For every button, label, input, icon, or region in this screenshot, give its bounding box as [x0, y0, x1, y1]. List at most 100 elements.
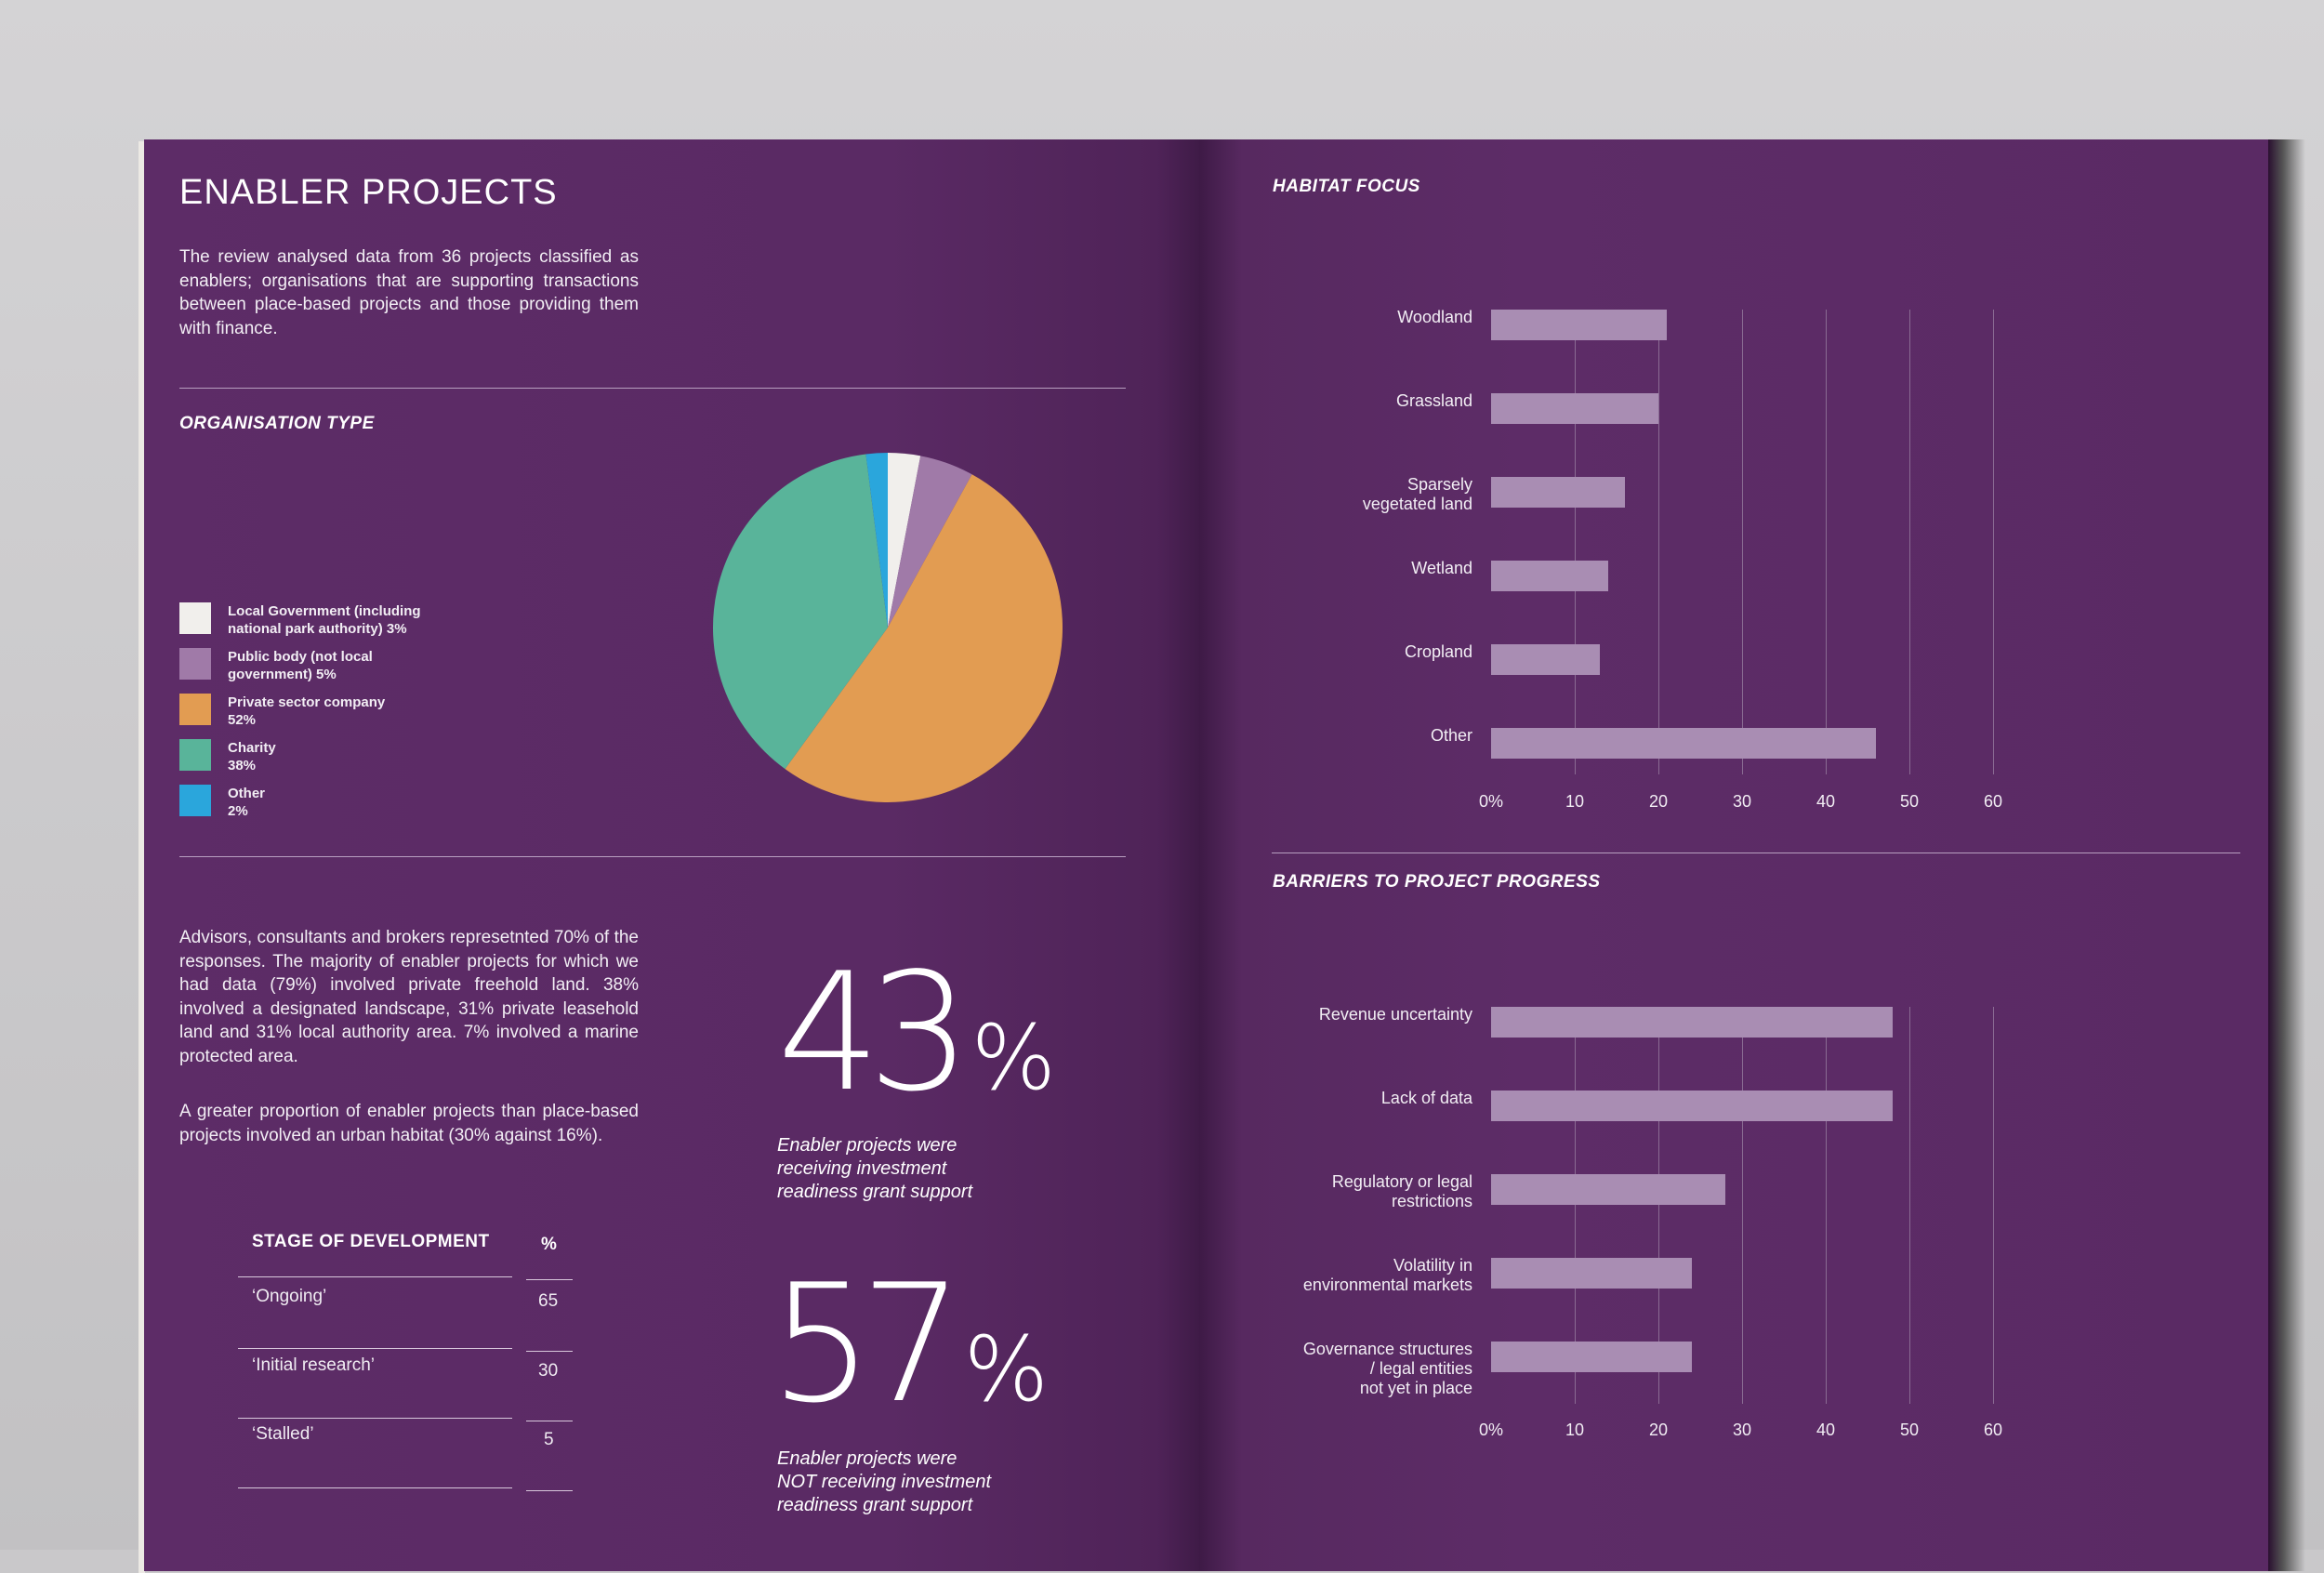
x-tick-label: 40	[1816, 792, 1836, 811]
category-label: Other	[1430, 726, 1472, 745]
legend-item: Local Government (including national park…	[179, 602, 469, 638]
legend-item: Private sector company 52%	[179, 694, 469, 729]
legend-item: Charity 38%	[179, 739, 469, 774]
table-header-pct: %	[541, 1235, 558, 1254]
category-label: Woodland	[1397, 308, 1472, 326]
gridline	[1909, 1007, 1910, 1404]
bar	[1491, 1007, 1893, 1038]
x-tick-label: 50	[1899, 792, 1920, 811]
stat-43-caption: Enabler projects were receiving investmen…	[777, 1135, 973, 1202]
gridline	[1826, 1007, 1827, 1404]
bar	[1491, 1174, 1725, 1205]
table-cell-stage: ‘Ongoing’	[252, 1287, 327, 1306]
category-label: Governance structures / legal entities not…	[1302, 1340, 1472, 1397]
category-label: Cropland	[1404, 642, 1472, 661]
habitat-heading: HABITAT FOCUS	[1273, 177, 1420, 196]
table-cell-stage: ‘Initial research’	[252, 1355, 375, 1375]
table-header-stage: STAGE OF DEVELOPMENT	[252, 1232, 490, 1251]
x-tick-label: 60	[1983, 1421, 2003, 1439]
x-tick-label: 20	[1648, 1421, 1669, 1439]
gridline	[1993, 310, 1994, 774]
table-cell-pct: 65	[538, 1291, 559, 1311]
table-rule	[238, 1487, 512, 1488]
legend-label: Charity 38%	[228, 740, 276, 773]
divider	[179, 388, 1126, 389]
table-cell-stage: ‘Stalled’	[252, 1424, 314, 1444]
x-tick-label: 60	[1983, 792, 2003, 811]
bar	[1491, 728, 1876, 759]
legend-swatch	[179, 648, 211, 680]
x-tick-label: 30	[1732, 792, 1752, 811]
legend-label: Public body (not local government) 5%	[228, 649, 373, 682]
page-shadow	[2268, 139, 2305, 1571]
category-label: Volatility in environmental markets	[1302, 1256, 1472, 1294]
x-tick-label: 0%	[1478, 792, 1503, 811]
pie-slice	[888, 456, 972, 628]
left-page	[144, 139, 1199, 1571]
bar	[1491, 644, 1600, 675]
page-title: ENABLER PROJECTS	[179, 173, 558, 212]
gridline	[1993, 1007, 1994, 1404]
bar	[1491, 1258, 1692, 1289]
x-tick-label: 10	[1565, 792, 1585, 811]
body-paragraph-2: A greater proportion of enabler projects…	[179, 1102, 639, 1145]
gridline	[1742, 1007, 1743, 1404]
organisation-pie-chart	[713, 453, 1063, 803]
intro-paragraph: The review analysed data from 36 project…	[179, 247, 639, 338]
bar	[1491, 393, 1658, 424]
table-cell-pct: 30	[538, 1361, 559, 1381]
gridline	[1826, 310, 1827, 774]
body-paragraph-1: Advisors, consultants and brokers repres…	[179, 928, 639, 1066]
pie-slice	[785, 474, 1063, 803]
divider	[179, 856, 1126, 857]
x-tick-label: 30	[1732, 1421, 1752, 1439]
stat-57: 57%	[770, 1250, 1049, 1439]
table-rule	[238, 1276, 512, 1277]
category-label: Revenue uncertainty	[1318, 1005, 1472, 1024]
right-page	[1199, 139, 2273, 1571]
category-label: Sparsely vegetated land	[1362, 475, 1472, 513]
legend-swatch	[179, 785, 211, 816]
x-tick-label: 50	[1899, 1421, 1920, 1439]
legend-swatch	[179, 694, 211, 725]
legend-label: Private sector company 52%	[228, 694, 386, 728]
page-edge	[139, 141, 145, 1573]
table-cell-pct: 5	[544, 1430, 554, 1449]
legend-item: Other 2%	[179, 785, 469, 820]
legend-swatch	[179, 602, 211, 634]
legend-item: Public body (not local government) 5%	[179, 648, 469, 683]
table-rule	[526, 1490, 573, 1491]
stat-43: 43%	[777, 939, 1056, 1128]
x-tick-label: 10	[1565, 1421, 1585, 1439]
table-rule	[238, 1348, 512, 1349]
legend-swatch	[179, 739, 211, 771]
barriers-heading: BARRIERS TO PROJECT PROGRESS	[1273, 872, 1601, 892]
gridline	[1909, 310, 1910, 774]
bar	[1491, 310, 1667, 340]
x-tick-label: 20	[1648, 792, 1669, 811]
legend-label: Local Government (including national park…	[228, 603, 421, 637]
category-label: Regulatory or legal restrictions	[1331, 1172, 1472, 1210]
x-tick-label: 40	[1816, 1421, 1836, 1439]
table-rule	[526, 1279, 573, 1280]
bar	[1491, 1091, 1893, 1121]
table-rule	[526, 1351, 573, 1352]
pie-slice	[713, 454, 888, 770]
gridline	[1575, 310, 1576, 774]
gridline	[1575, 1007, 1576, 1404]
category-label: Grassland	[1395, 391, 1472, 410]
bar	[1491, 561, 1608, 591]
bar	[1491, 1342, 1692, 1372]
legend-label: Other 2%	[228, 786, 266, 819]
gridline	[1742, 310, 1743, 774]
stat-57-caption: Enabler projects were NOT receiving inves…	[777, 1448, 992, 1515]
gridline	[1658, 310, 1659, 774]
gridline	[1658, 1007, 1659, 1404]
x-tick-label: 0%	[1478, 1421, 1503, 1439]
table-rule	[238, 1418, 512, 1419]
pie-slice	[865, 453, 888, 628]
category-label: Wetland	[1411, 559, 1472, 577]
category-label: Lack of data	[1380, 1089, 1472, 1107]
pie-slice	[888, 453, 921, 628]
org-type-heading: ORGANISATION TYPE	[179, 414, 375, 433]
